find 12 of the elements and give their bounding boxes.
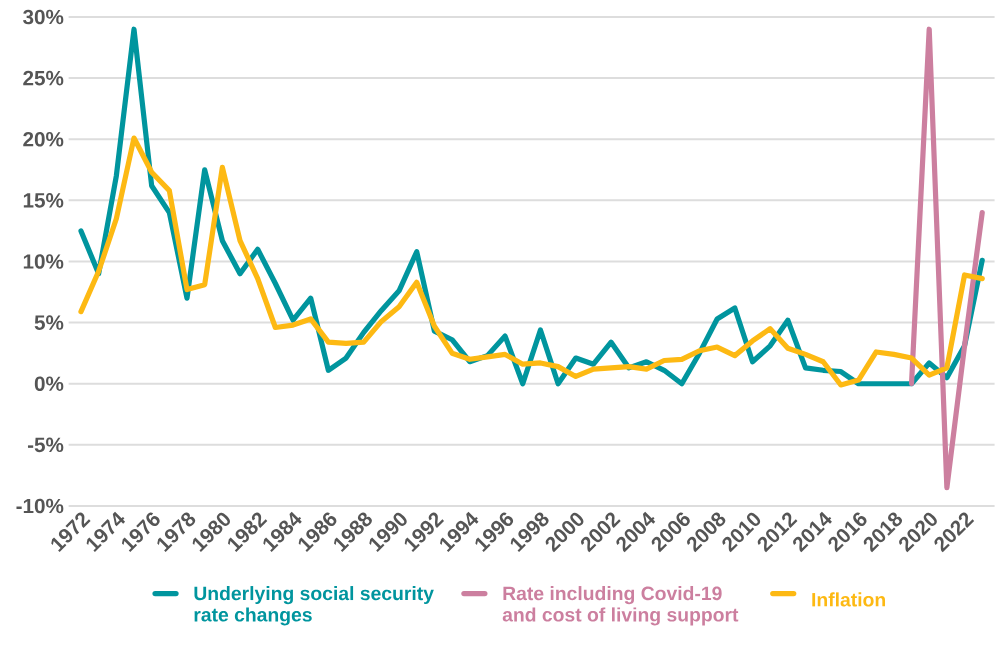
- y-tick-label: 0%: [34, 376, 64, 392]
- y-tick-label: 20%: [23, 131, 64, 147]
- y-tick-label: 10%: [23, 254, 64, 269]
- y-tick-label: 25%: [23, 70, 64, 86]
- y-tick-label: -5%: [27, 437, 64, 453]
- y-tick-label: 30%: [23, 9, 64, 25]
- y-tick-label: 15%: [23, 193, 64, 208]
- legend-label: Underlying social security rate changes: [194, 586, 434, 626]
- legend-label: Rate including Covid-19 and cost of living support: [502, 586, 739, 626]
- legend-label: Inflation: [812, 592, 886, 607]
- y-tick-label: 5%: [34, 315, 64, 330]
- y-tick-label: -10%: [16, 498, 64, 514]
